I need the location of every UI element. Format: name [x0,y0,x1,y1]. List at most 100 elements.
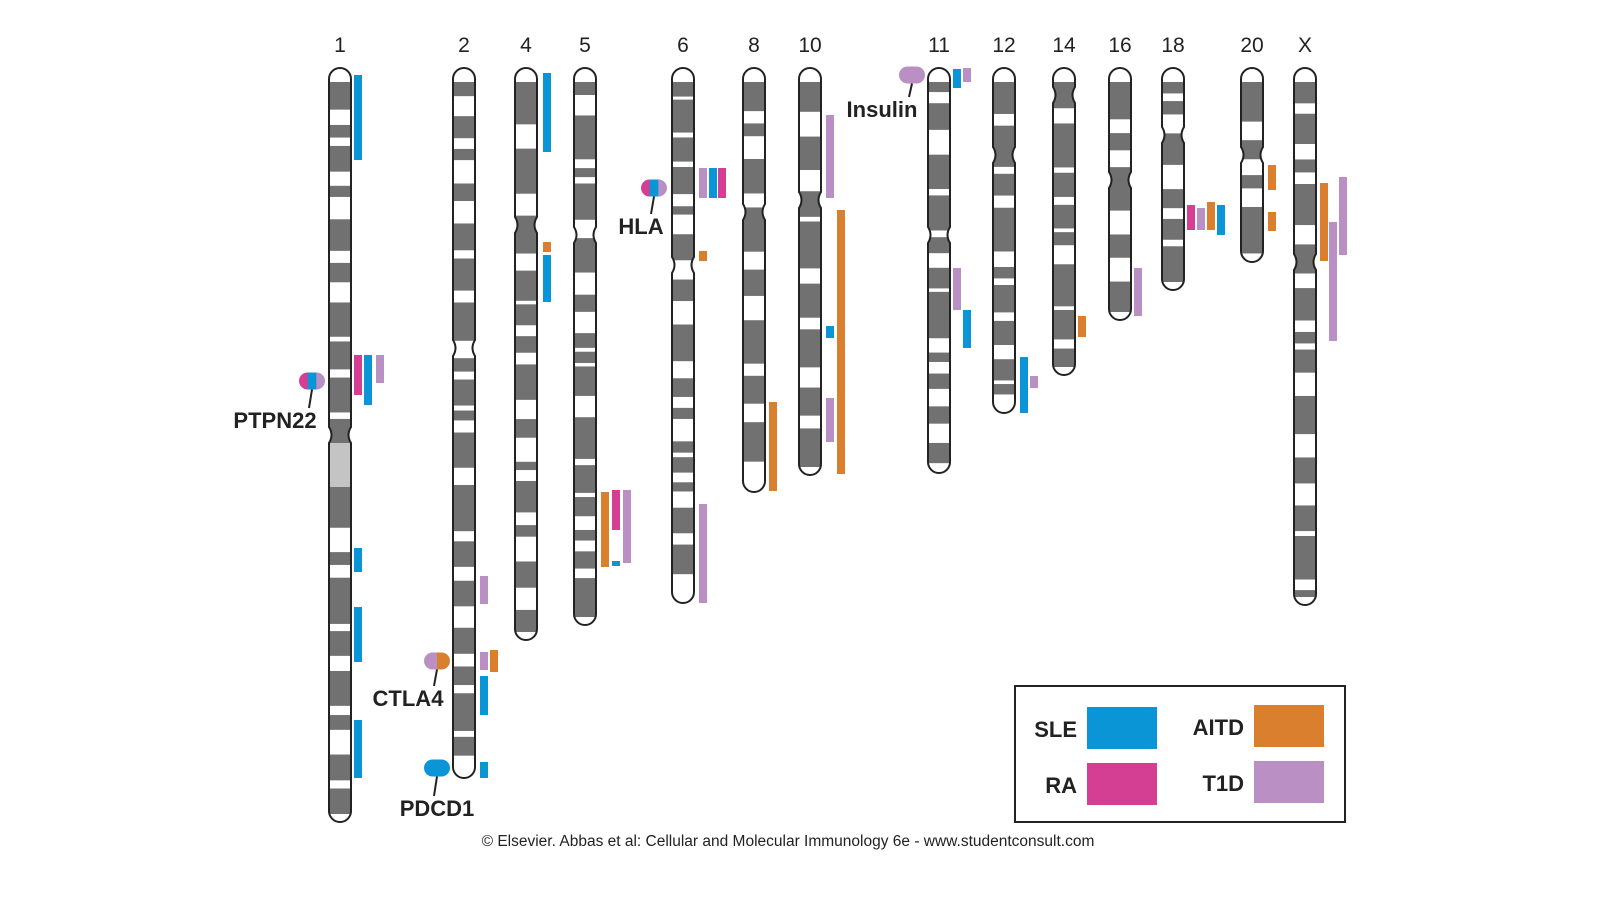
legend-swatch [1087,763,1157,805]
chromosome-band [928,237,950,254]
chromosome-band [799,136,821,170]
chromosome-band [1294,113,1316,144]
chromosome-band [672,99,694,133]
chromosome-band [453,258,475,291]
locus-bar-sle [953,69,961,88]
chromosome-band [574,529,596,541]
chromosome-band [1294,349,1316,373]
chromosome-band [1053,232,1075,246]
chromosome-label: 4 [520,34,532,57]
chromosome-band [1241,140,1263,160]
locus-bar-aitd [1320,183,1328,261]
chromosome-band [1241,175,1263,189]
chromosome-band [329,124,351,138]
chromosome-band [1294,505,1316,532]
chromosome-band [1162,246,1184,282]
chromosome-band [453,580,475,607]
chromosome-band [1053,172,1075,197]
chromosome-band [574,578,596,617]
locus-bar-t1d [1030,376,1038,388]
chromosome-label: X [1298,34,1312,57]
legend-item-sle: SLE [1034,707,1157,749]
legend-item-aitd: AITD [1193,705,1324,747]
locus-bar-t1d [699,168,707,198]
chromosome-band [574,417,596,459]
chromosome-band [453,410,475,421]
chromosome-band [453,302,475,341]
copyright-text: © Elsevier. Abbas et al: Cellular and Mo… [481,833,1095,850]
chromosome-band [672,441,694,453]
chromosome-band [329,145,351,172]
chromosome-band [1053,348,1075,367]
locus-bar-aitd [837,210,845,474]
locus-bar-sle [543,73,551,152]
chromosome-band [329,754,351,781]
chromosome-band [1053,264,1075,307]
chromosome-11: 11 [927,34,951,474]
chromosome-band [453,666,475,686]
chromosome-18: 18 [1161,34,1185,291]
chromosome-band [453,541,475,567]
chromosome-band [799,221,821,269]
chromosome-band [799,428,821,467]
chromosome-8: 8 [742,34,766,493]
chromosome-band [993,82,1015,114]
locus-bar-sle [1217,205,1225,235]
chromosome-band [799,329,821,368]
chromosome-band [453,432,475,468]
chromosome-band [1109,82,1131,120]
legend-label: RA [1045,773,1077,798]
chromosome-band [743,158,765,194]
chromosome-band [928,442,950,464]
chromosome-band [574,333,596,348]
chromosome-6: 6 [671,34,695,604]
gene-label: PDCD1 [400,796,475,821]
chromosome-band [329,219,351,251]
chromosome-label: 1 [334,34,346,57]
chromosome-band [1162,82,1184,94]
chromosome-band [574,465,596,493]
chromosome-band [1294,159,1316,173]
chromosome-band [1294,82,1316,104]
chromosome-band [743,123,765,137]
chromosome-band [993,125,1015,167]
gene-label: CTLA4 [373,686,445,711]
chromosome-label: 6 [677,34,689,57]
locus-bar-t1d [826,398,834,442]
chromosome-label: 10 [798,34,821,57]
locus-bar-t1d [699,504,707,603]
locus-bar-sle [612,561,620,566]
locus-bar-sle [709,168,717,198]
gene-marker-pdcd1: PDCD1 [400,759,475,821]
chromosome-band [574,183,596,220]
chromosome-band [1241,206,1263,254]
locus-bar-sle [364,355,372,405]
locus-bar-aitd [490,650,498,672]
locus-bar-aitd [769,402,777,491]
chromosome-band [672,82,694,97]
chromosome-band [672,457,694,473]
chromosome-band [799,387,821,416]
chromosome-band [574,168,596,178]
legend-item-ra: RA [1045,763,1157,805]
chromosome-5: 5 [573,34,597,626]
locus-bar-t1d [376,355,384,383]
legend-label: T1D [1202,771,1244,796]
locus-bar-t1d [1134,268,1142,316]
locus-bar-aitd [1207,202,1215,230]
legend-swatch [1254,705,1324,747]
locus-bar-t1d [480,652,488,670]
chromosome-band [515,480,537,513]
gene-marker-ptpn22: PTPN22 [233,372,325,433]
chromosome-band [329,377,351,413]
chromosome-band [743,320,765,364]
locus-bar-ra [1187,205,1195,230]
chromosome-band [574,366,596,396]
chromosome-band [453,183,475,202]
chromosome-band [672,137,694,162]
locus-bar-ra [354,355,362,395]
gene-label: HLA [618,214,663,239]
chromosome-band [1053,123,1075,168]
chromosome-band [993,173,1015,196]
